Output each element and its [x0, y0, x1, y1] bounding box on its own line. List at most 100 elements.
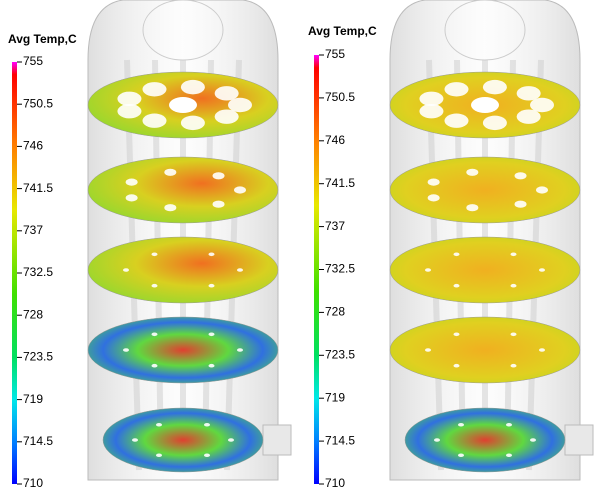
tray-hole: [152, 284, 158, 288]
tray-hole: [215, 109, 239, 123]
tray-hole: [506, 423, 512, 427]
tray-hole: [428, 179, 440, 186]
tray-hole: [181, 116, 205, 130]
color-bar: [314, 55, 319, 484]
tray-hole: [539, 348, 545, 352]
tray-hole: [515, 172, 527, 179]
tray-hole: [506, 453, 512, 457]
tray: [390, 317, 580, 383]
tray-hole: [539, 268, 545, 272]
tray-hole: [209, 252, 215, 256]
tray-hole: [209, 364, 215, 368]
tray-hole: [152, 332, 158, 336]
tray-hole: [428, 194, 440, 201]
color-bar: [12, 62, 17, 484]
tick-label: 732.5: [325, 262, 355, 276]
tick-label: 710: [325, 476, 345, 490]
tray-hole: [454, 252, 460, 256]
tray-hole: [511, 284, 517, 288]
tray-hole: [471, 97, 499, 113]
tray-hole: [213, 201, 225, 208]
tray-hole: [466, 204, 478, 211]
tray-hole: [517, 109, 541, 123]
tray-hole: [483, 116, 507, 130]
tray-hole: [204, 423, 210, 427]
tray-hole: [483, 80, 507, 94]
tray: [390, 157, 580, 223]
tick-label: 737: [325, 219, 345, 233]
tray-hole: [530, 438, 536, 442]
tray: [88, 317, 278, 383]
tray-hole: [215, 86, 239, 100]
tray-hole: [454, 364, 460, 368]
tray-hole: [132, 438, 138, 442]
tick-label: 732.5: [23, 265, 53, 279]
tray-hole: [419, 92, 443, 106]
tray-hole: [181, 80, 205, 94]
tick-label: 719: [325, 390, 345, 404]
tray-hole: [152, 364, 158, 368]
tray-hole: [169, 97, 197, 113]
tick-label: 755: [23, 54, 43, 68]
tick-label: 746: [325, 133, 345, 147]
tray-hole: [517, 86, 541, 100]
tray-hole: [126, 179, 138, 186]
tray: [405, 408, 565, 472]
tray-hole: [126, 194, 138, 201]
tick-label: 741.5: [23, 181, 53, 195]
tray-hole: [237, 348, 243, 352]
tick-label: 710: [23, 476, 43, 490]
tick-label: 714.5: [325, 433, 355, 447]
tray-hole: [454, 284, 460, 288]
tick-label: 723.5: [23, 350, 53, 364]
tray: [103, 408, 263, 472]
tray-hole: [209, 284, 215, 288]
tray-hole: [536, 186, 548, 193]
tray-hole: [234, 186, 246, 193]
tray-hole: [515, 201, 527, 208]
tray-hole: [143, 82, 167, 96]
tray-hole: [419, 104, 443, 118]
legend: Avg Temp,C755750.5746741.5737732.5728723…: [308, 24, 377, 490]
tray-hole: [143, 114, 167, 128]
legend: Avg Temp,C755750.5746741.5737732.5728723…: [8, 32, 77, 490]
scene: [390, 0, 593, 480]
tray-hole: [164, 169, 176, 176]
tray-hole: [458, 423, 464, 427]
tray-hole: [445, 114, 469, 128]
tray-hole: [152, 252, 158, 256]
tick-label: 741.5: [325, 176, 355, 190]
tray: [88, 157, 278, 223]
tray-hole: [164, 204, 176, 211]
tray-hole: [228, 438, 234, 442]
tray-hole: [228, 98, 252, 112]
tray-hole: [530, 98, 554, 112]
outlet: [263, 425, 291, 455]
tray-hole: [123, 268, 129, 272]
tick-label: 750.5: [325, 90, 355, 104]
scenes: [88, 0, 593, 480]
tray-hole: [117, 92, 141, 106]
tray-hole: [511, 364, 517, 368]
tray-hole: [445, 82, 469, 96]
legend-title: Avg Temp,C: [308, 24, 377, 38]
tick-label: 714.5: [23, 434, 53, 448]
tray-hole: [511, 332, 517, 336]
tray-hole: [213, 172, 225, 179]
tick-label: 750.5: [23, 96, 53, 110]
tray-hole: [209, 332, 215, 336]
tray-hole: [458, 453, 464, 457]
tray-hole: [117, 104, 141, 118]
tray-hole: [454, 332, 460, 336]
tray-hole: [204, 453, 210, 457]
tray-hole: [434, 438, 440, 442]
tray-hole: [511, 252, 517, 256]
tick-label: 755: [325, 47, 345, 61]
scene: [88, 0, 291, 480]
tray: [390, 237, 580, 303]
tick-label: 746: [23, 139, 43, 153]
tray: [88, 237, 278, 303]
tick-label: 728: [325, 305, 345, 319]
legend-title: Avg Temp,C: [8, 32, 77, 46]
tray-hole: [156, 453, 162, 457]
